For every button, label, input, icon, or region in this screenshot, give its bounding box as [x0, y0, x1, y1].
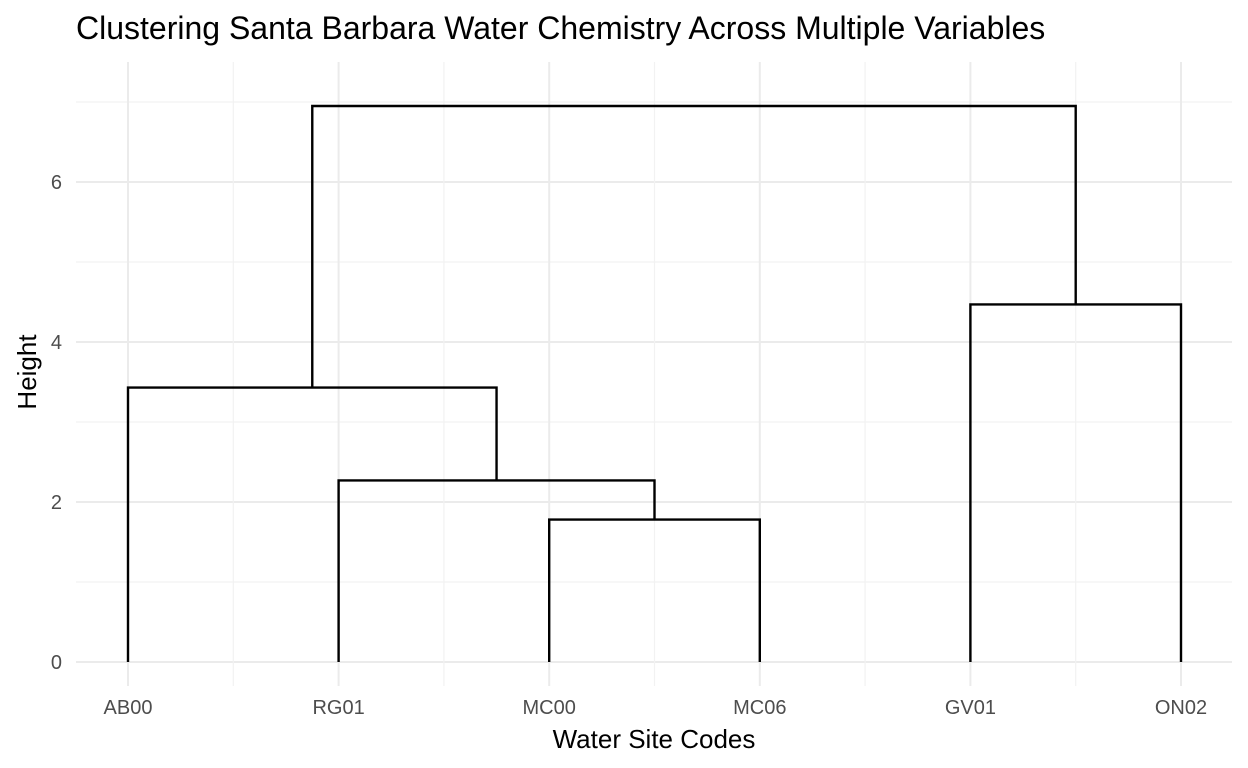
y-tick-label: 2: [51, 492, 62, 514]
y-tick-label: 4: [51, 332, 62, 354]
x-tick-label: GV01: [945, 697, 996, 719]
grid: [76, 62, 1232, 686]
x-tick-label: AB00: [104, 697, 153, 719]
x-axis-title: Water Site Codes: [553, 724, 756, 754]
dendrogram-branch: [311, 104, 1077, 388]
x-tick-label: MC06: [733, 697, 786, 719]
x-tick-label: ON02: [1155, 697, 1207, 719]
dendrogram-branch: [126, 386, 498, 662]
dendrogram-branch: [337, 479, 656, 662]
x-tick-label: RG01: [312, 697, 364, 719]
x-tick-label: MC00: [523, 697, 576, 719]
chart-title: Clustering Santa Barbara Water Chemistry…: [76, 10, 1045, 46]
y-tick-label: 0: [51, 652, 62, 674]
dendrogram-branches: [126, 104, 1183, 662]
x-axis-tick-labels: AB00 RG01 MC00 MC06 GV01 ON02: [104, 697, 1208, 719]
y-axis-tick-labels: 0 2 4 6: [51, 172, 62, 674]
y-axis-title: Height: [12, 334, 42, 410]
y-tick-label: 6: [51, 172, 62, 194]
